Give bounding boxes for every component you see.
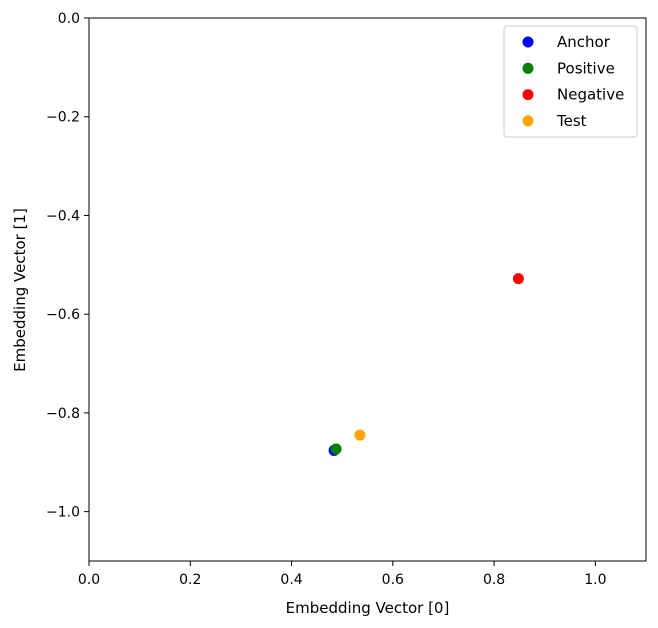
y-axis-label: Embedding Vector [1] (11, 208, 29, 372)
y-tick-label: −0.8 (46, 406, 80, 422)
test-point (354, 429, 366, 441)
x-tick-label: 0.4 (280, 572, 302, 588)
x-tick-label: 1.0 (584, 572, 606, 588)
y-tick-label: −1.0 (46, 505, 80, 521)
legend-marker-anchor (522, 36, 534, 48)
legend-box (503, 25, 638, 138)
y-axis: 0.0 −0.2 −0.4 −0.6 −0.8 −1.0 (46, 11, 89, 521)
x-axis: 0.0 0.2 0.4 0.6 0.8 1.0 (78, 561, 606, 588)
x-tick-label: 0.8 (483, 572, 505, 588)
positive-point (330, 443, 342, 455)
legend: Anchor Positive Negative Test (503, 25, 638, 138)
x-tick-label: 0.6 (382, 572, 404, 588)
legend-label-anchor: Anchor (557, 33, 611, 51)
legend-label-negative: Negative (557, 86, 624, 104)
legend-marker-positive (522, 62, 534, 74)
data-points (328, 273, 524, 456)
x-axis-label: Embedding Vector [0] (286, 599, 450, 617)
negative-point (512, 273, 524, 285)
plot-area (88, 17, 647, 562)
plot-frame (88, 17, 647, 562)
legend-label-test: Test (556, 112, 587, 130)
legend-marker-test (522, 115, 534, 127)
legend-label-positive: Positive (557, 59, 615, 77)
x-tick-label: 0.2 (179, 572, 201, 588)
x-tick-label: 0.0 (78, 572, 100, 588)
legend-marker-negative (522, 89, 534, 101)
y-tick-label: −0.2 (46, 110, 80, 126)
y-tick-label: −0.4 (46, 208, 80, 224)
y-tick-label: −0.6 (46, 307, 80, 323)
y-tick-label: 0.0 (58, 11, 80, 27)
